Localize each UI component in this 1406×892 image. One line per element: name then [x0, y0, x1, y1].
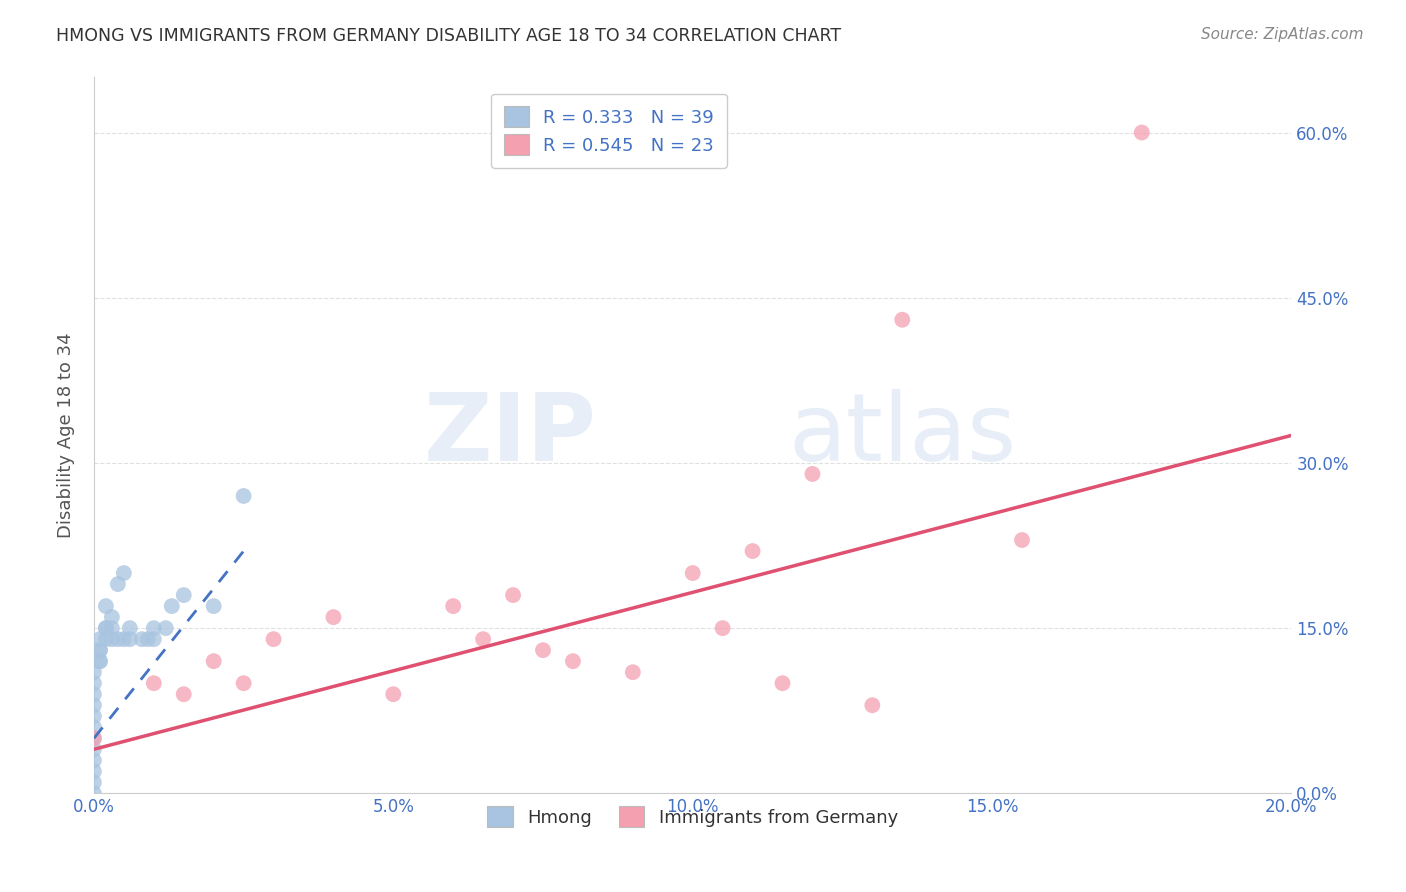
Text: Source: ZipAtlas.com: Source: ZipAtlas.com: [1201, 27, 1364, 42]
Point: [83, 786, 105, 800]
Point: [83, 665, 105, 680]
Point: [561, 654, 583, 668]
Point: [94, 632, 117, 647]
Point: [101, 610, 124, 624]
Point: [136, 632, 159, 647]
Point: [83, 676, 105, 690]
Point: [1011, 533, 1033, 547]
Point: [83, 687, 105, 701]
Point: [682, 566, 704, 580]
Legend: Hmong, Immigrants from Germany: Hmong, Immigrants from Germany: [481, 799, 905, 834]
Point: [83, 753, 105, 767]
Point: [94, 621, 117, 635]
Point: [711, 621, 734, 635]
Point: [101, 632, 124, 647]
Point: [142, 632, 165, 647]
Point: [142, 676, 165, 690]
Point: [89, 643, 111, 657]
Point: [173, 588, 195, 602]
Point: [621, 665, 644, 680]
Point: [83, 775, 105, 789]
Point: [382, 687, 405, 701]
Point: [531, 643, 554, 657]
Point: [155, 621, 177, 635]
Point: [232, 489, 254, 503]
Point: [89, 632, 111, 647]
Point: [131, 632, 153, 647]
Point: [107, 577, 129, 591]
Point: [801, 467, 824, 481]
Y-axis label: Disability Age 18 to 34: Disability Age 18 to 34: [58, 333, 75, 538]
Point: [94, 599, 117, 613]
Point: [89, 643, 111, 657]
Point: [502, 588, 524, 602]
Point: [83, 698, 105, 713]
Point: [83, 720, 105, 734]
Point: [772, 676, 794, 690]
Text: ZIP: ZIP: [425, 390, 598, 482]
Point: [202, 599, 225, 613]
Point: [83, 764, 105, 779]
Point: [263, 632, 285, 647]
Point: [83, 731, 105, 746]
Point: [101, 621, 124, 635]
Point: [83, 742, 105, 756]
Point: [107, 632, 129, 647]
Text: atlas: atlas: [789, 390, 1017, 482]
Point: [89, 654, 111, 668]
Point: [232, 676, 254, 690]
Point: [89, 654, 111, 668]
Point: [173, 687, 195, 701]
Point: [891, 312, 914, 326]
Point: [472, 632, 495, 647]
Text: HMONG VS IMMIGRANTS FROM GERMANY DISABILITY AGE 18 TO 34 CORRELATION CHART: HMONG VS IMMIGRANTS FROM GERMANY DISABIL…: [56, 27, 841, 45]
Point: [118, 621, 141, 635]
Point: [322, 610, 344, 624]
Point: [142, 621, 165, 635]
Point: [160, 599, 183, 613]
Point: [112, 566, 135, 580]
Point: [112, 632, 135, 647]
Point: [441, 599, 464, 613]
Point: [83, 709, 105, 723]
Point: [202, 654, 225, 668]
Point: [741, 544, 763, 558]
Point: [860, 698, 883, 713]
Point: [83, 731, 105, 746]
Point: [94, 621, 117, 635]
Point: [1130, 126, 1153, 140]
Point: [118, 632, 141, 647]
